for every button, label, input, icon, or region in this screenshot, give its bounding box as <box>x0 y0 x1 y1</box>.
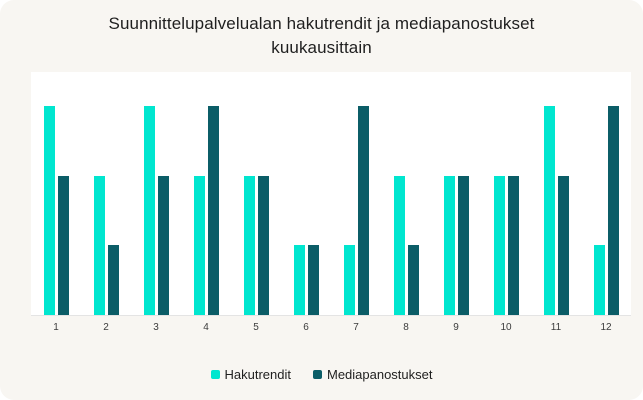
bar-mediapanostukset <box>157 176 169 315</box>
x-tick-label: 7 <box>353 322 359 333</box>
bar-hakutrendit <box>93 176 105 315</box>
bar-mediapanostukset <box>357 106 369 315</box>
x-tick-label: 2 <box>103 322 109 333</box>
bar-group-month-9 <box>431 72 481 315</box>
legend-label: Hakutrendit <box>224 367 291 382</box>
chart-title: Suunnittelupalvelualan hakutrendit ja me… <box>108 14 535 57</box>
bar-group-month-3 <box>131 72 181 315</box>
bar-group-month-2 <box>81 72 131 315</box>
bar-group-month-8 <box>381 72 431 315</box>
bar-hakutrendit <box>243 176 255 315</box>
bar-hakutrendit <box>543 106 555 315</box>
bar-group-month-4 <box>181 72 231 315</box>
legend-swatch-icon <box>312 370 322 379</box>
x-axis-labels: 1 2 3 4 5 6 7 8 9 10 11 12 <box>31 322 631 333</box>
x-tick-label: 8 <box>403 322 409 333</box>
legend: Hakutrendit Mediapanostukset <box>0 367 643 382</box>
bar-hakutrendit <box>393 176 405 315</box>
bar-mediapanostukset <box>507 176 519 315</box>
bars-container <box>31 72 631 315</box>
bar-hakutrendit <box>193 176 205 315</box>
x-tick-label: 11 <box>550 322 562 333</box>
bar-hakutrendit <box>43 106 55 315</box>
bar-hakutrendit <box>293 245 305 315</box>
x-tick-label: 4 <box>203 322 209 333</box>
bar-mediapanostukset <box>207 106 219 315</box>
x-tick-label: 12 <box>600 322 612 333</box>
bar-hakutrendit <box>143 106 155 315</box>
bar-group-month-7 <box>331 72 381 315</box>
bar-mediapanostukset <box>57 176 69 315</box>
legend-item-hakutrendit: Hakutrendit <box>210 367 291 382</box>
legend-swatch-icon <box>210 370 220 379</box>
bar-mediapanostukset <box>257 176 269 315</box>
bar-mediapanostukset <box>607 106 619 315</box>
bar-mediapanostukset <box>557 176 569 315</box>
x-tick-label: 5 <box>253 322 259 333</box>
bar-group-month-6 <box>281 72 331 315</box>
x-tick-label: 3 <box>153 322 159 333</box>
plot-area <box>31 72 631 316</box>
bar-group-month-10 <box>481 72 531 315</box>
bar-mediapanostukset <box>457 176 469 315</box>
bar-group-month-12 <box>581 72 631 315</box>
bar-hakutrendit <box>593 245 605 315</box>
legend-label: Mediapanostukset <box>326 367 433 382</box>
x-tick-label: 6 <box>303 322 309 333</box>
bar-mediapanostukset <box>407 245 419 315</box>
bar-mediapanostukset <box>107 245 119 315</box>
bar-group-month-5 <box>231 72 281 315</box>
bar-hakutrendit <box>493 176 505 315</box>
bar-group-month-1 <box>31 72 81 315</box>
x-tick-label: 10 <box>500 322 512 333</box>
x-tick-label: 9 <box>453 322 459 333</box>
bar-hakutrendit <box>343 245 355 315</box>
x-tick-label: 1 <box>53 322 59 333</box>
bar-group-month-11 <box>531 72 581 315</box>
bar-hakutrendit <box>443 176 455 315</box>
legend-item-mediapanostukset: Mediapanostukset <box>312 367 433 382</box>
bar-mediapanostukset <box>307 245 319 315</box>
